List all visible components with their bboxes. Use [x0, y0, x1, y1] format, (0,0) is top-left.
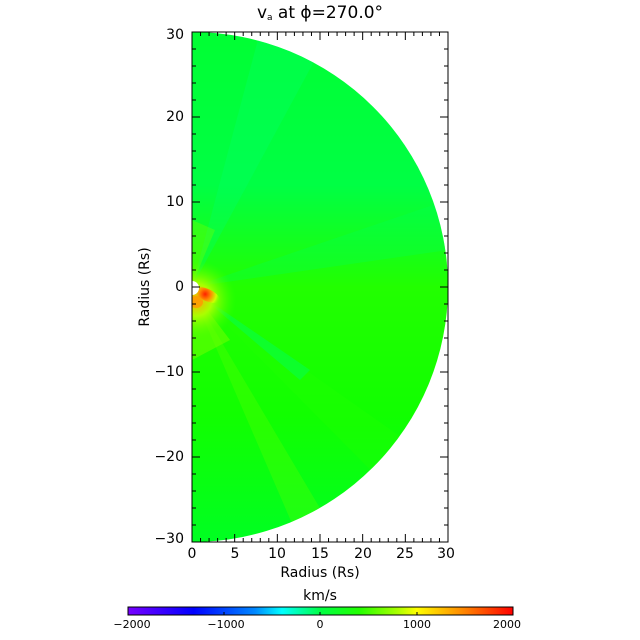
y-tick-label: −10: [154, 364, 184, 380]
colorbar-tick-label: 2000: [493, 618, 521, 631]
colorbar-tick-label: 0: [316, 618, 324, 631]
title-subscript: a: [267, 13, 273, 23]
x-tick-label: 5: [230, 546, 240, 562]
axis-ticks: [191, 31, 449, 543]
y-tick-label: 30: [166, 27, 184, 43]
title-main: v: [256, 3, 267, 23]
x-tick-label: 0: [187, 546, 197, 562]
y-tick-label: 20: [166, 109, 184, 125]
y-tick-label: 10: [166, 194, 184, 210]
x-tick-label: 10: [268, 546, 286, 562]
y-tick-label: 0: [175, 279, 184, 295]
chart-title: va at ϕ=270.0°: [0, 3, 640, 23]
x-tick-label: 25: [396, 546, 414, 562]
x-tick-label: 15: [311, 546, 329, 562]
x-axis-label: Radius (Rs): [280, 565, 360, 581]
y-axis-label: Radius (Rs): [137, 247, 153, 327]
colorbar-tick-label: −2000: [113, 618, 151, 631]
title-rest: at ϕ=270.0°: [272, 3, 384, 23]
colorbar-tick-label: 1000: [403, 618, 431, 631]
colorbar-label: km/s: [303, 588, 337, 604]
y-tick-label: −20: [154, 449, 184, 465]
colorbar-ticks: [223, 612, 418, 615]
colorbar-tick-label: −1000: [207, 618, 245, 631]
y-tick-label: −30: [154, 531, 184, 547]
x-tick-label: 20: [354, 546, 372, 562]
x-tick-label: 30: [437, 546, 455, 562]
